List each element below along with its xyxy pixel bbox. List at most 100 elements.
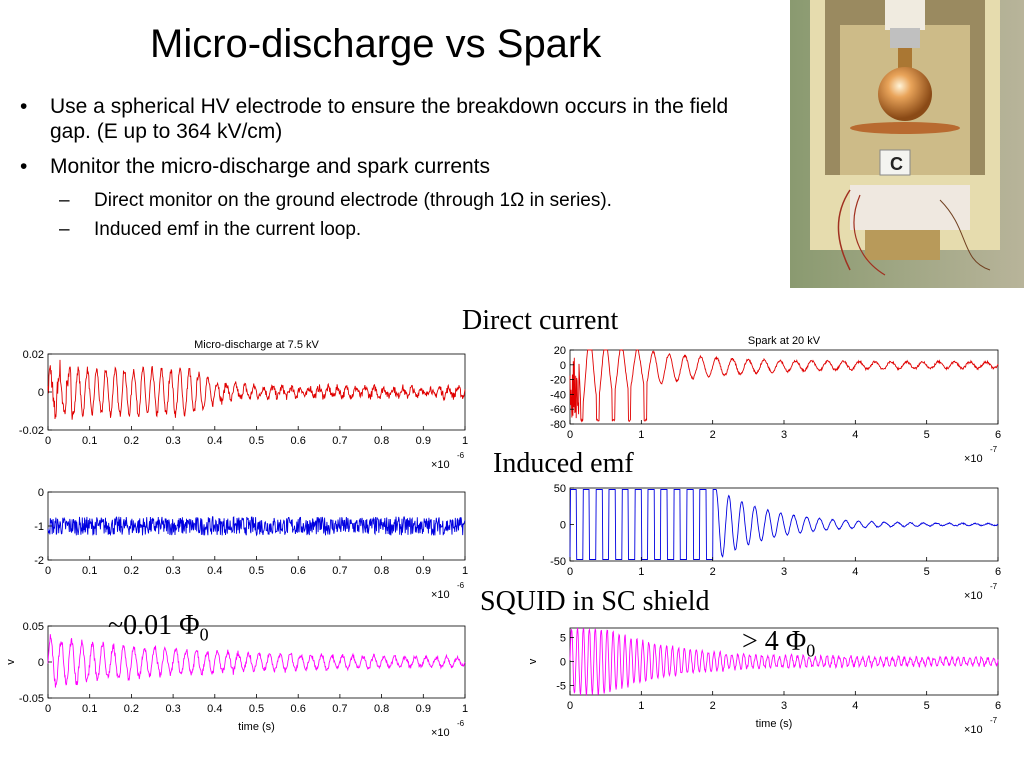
y-tick-label: 20 [554,345,566,357]
x-tick-label: 1 [638,700,644,712]
photo-label: C [890,154,903,174]
sub-bullet-marker: – [59,190,70,211]
x-tick-label: 5 [924,429,930,441]
bullet-text: Use a spherical HV electrode to ensure t… [50,95,729,143]
bullet-list: • Use a spherical HV electrode to ensure… [14,94,774,247]
x-multiplier-exponent: -6 [457,581,465,590]
x-tick-label: 2 [710,700,716,712]
x-tick-label: 0 [567,566,573,578]
y-tick-label: 50 [554,483,566,495]
electrode-photo: C [790,0,1024,288]
y-tick-label: -50 [550,556,566,568]
x-tick-label: 0.7 [332,435,347,447]
label-flux-small: ~0.01 Φ0 [108,610,209,646]
x-tick-label: 4 [852,700,858,712]
y-tick-label: -0.02 [19,425,44,437]
data-series-line [47,516,466,537]
bullet-marker: • [20,95,28,118]
x-multiplier: ×10 [964,590,983,602]
y-tick-label: -80 [550,419,566,431]
x-tick-label: 6 [995,429,1001,441]
x-tick-label: 0.4 [207,703,222,715]
x-tick-label: 0 [45,565,51,577]
slide-title: Micro-discharge vs Spark [150,22,602,66]
x-tick-label: 0.9 [416,565,431,577]
x-tick-label: 3 [781,566,787,578]
bullet-item: • Use a spherical HV electrode to ensure… [14,94,750,144]
x-tick-label: 0.2 [124,435,139,447]
flux-large-text: > 4 Φ [742,626,807,657]
x-tick-label: 0.6 [291,435,306,447]
x-tick-label: 0.9 [416,435,431,447]
x-tick-label: 1 [638,429,644,441]
label-direct-current: Direct current [462,305,619,336]
data-series-line [569,489,999,560]
x-tick-label: 0.1 [82,703,97,715]
x-tick-label: 0.8 [374,565,389,577]
y-tick-label: -5 [556,680,566,692]
x-tick-label: 4 [852,566,858,578]
y-tick-label: 0 [560,520,566,532]
x-tick-label: 0.6 [291,565,306,577]
x-tick-label: 0.5 [249,435,264,447]
x-tick-label: 0.1 [82,565,97,577]
x-multiplier-exponent: -6 [457,451,465,460]
x-tick-label: 6 [995,700,1001,712]
x-tick-label: 0.5 [249,565,264,577]
x-tick-label: 0.3 [165,565,180,577]
chart-micro-current: Micro-discharge at 7.5 kV 0 0.1 0.2 0.3 0.4 0.… [19,339,468,470]
x-multiplier: ×10 [431,589,450,601]
label-flux-large: > 4 Φ0 [742,626,815,662]
sub-bullet-item: – Induced emf in the current loop. [14,218,774,241]
x-tick-label: 5 [924,700,930,712]
x-axis-label: time (s) [238,721,275,733]
x-tick-label: 0.3 [165,703,180,715]
sub-bullet-item: – Direct monitor on the ground electrode… [14,189,664,212]
x-multiplier-exponent: -7 [990,445,998,454]
x-tick-label: 0.7 [332,565,347,577]
x-tick-label: 0.6 [291,703,306,715]
x-tick-label: 1 [462,703,468,715]
flux-small-text: ~0.01 Φ [108,610,200,641]
x-tick-label: 0.2 [124,703,139,715]
chart-title: Micro-discharge at 7.5 kV [194,339,319,351]
chart-micro-squid: 0 0.1 0.2 0.3 0.4 0.5 0.6 0.7 0.8 0.9 10.050-0.05×… [5,621,468,739]
x-tick-label: 1 [462,435,468,447]
x-tick-label: 0.1 [82,435,97,447]
x-multiplier-exponent: -6 [457,719,465,728]
data-series-line [569,349,999,423]
bullet-item: • Monitor the micro-discharge and spark … [14,154,774,179]
x-tick-label: 0.5 [249,703,264,715]
y-tick-label: 0 [38,387,44,399]
x-multiplier: ×10 [964,453,983,465]
x-tick-label: 2 [710,429,716,441]
y-tick-label: -60 [550,404,566,416]
y-tick-label: -2 [34,555,44,567]
y-tick-label: -40 [550,389,566,401]
y-tick-label: 0 [560,360,566,372]
y-tick-label: 0.05 [23,621,44,633]
x-tick-label: 3 [781,429,787,441]
x-tick-label: 0.7 [332,703,347,715]
y-axis-label: v [527,658,539,664]
x-multiplier-exponent: -7 [990,582,998,591]
x-tick-label: 6 [995,566,1001,578]
x-tick-label: 0.8 [374,703,389,715]
x-multiplier: ×10 [964,724,983,736]
y-tick-label: 0 [38,657,44,669]
x-tick-label: 4 [852,429,858,441]
label-squid: SQUID in SC shield [480,586,710,617]
chart-micro-emf: 0 0.1 0.2 0.3 0.4 0.5 0.6 0.7 0.8 0.9 1 0 -1 -2 ×10 -6 [34,487,468,601]
bullet-text: Monitor the micro-discharge and spark cu… [50,155,491,178]
sub-bullet-text: Direct monitor on the ground electrode (… [94,190,612,211]
x-tick-label: 2 [710,566,716,578]
label-induced-emf: Induced emf [493,448,634,479]
x-multiplier: ×10 [431,459,450,470]
x-tick-label: 0.8 [374,435,389,447]
y-tick-label: -0.05 [19,693,44,705]
flux-small-subscript: 0 [199,624,209,645]
sub-bullet-marker: – [59,219,70,240]
x-tick-label: 0 [45,435,51,447]
y-tick-label: 0.02 [23,349,44,361]
